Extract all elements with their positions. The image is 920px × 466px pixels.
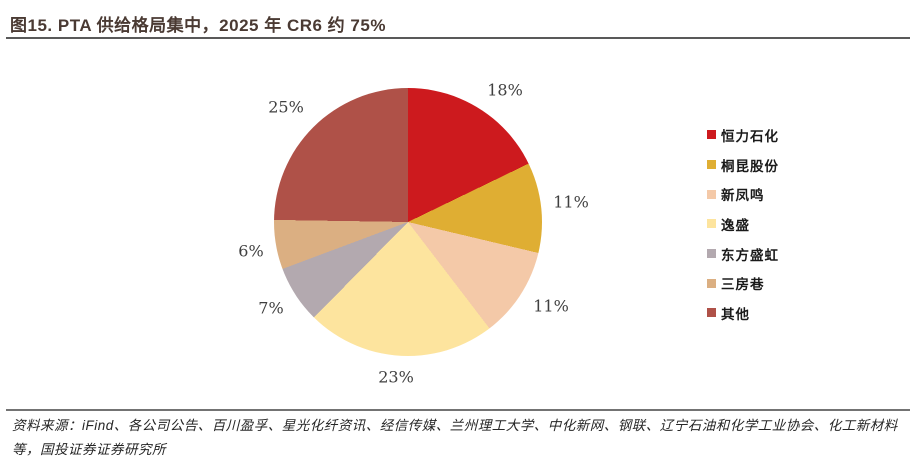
legend-swatch-icon (707, 249, 716, 259)
legend-label: 其他 (721, 306, 750, 322)
legend-item-dongfangshenghong: 东方盛虹 (707, 239, 779, 269)
legend: 恒力石化 桐昆股份 新凤鸣 逸盛 东方盛虹 三房巷 其他 (707, 120, 779, 328)
pie-label-tongkun: 11% (553, 192, 589, 212)
legend-item-tongkun: 桐昆股份 (707, 150, 779, 180)
legend-label: 逸盛 (721, 217, 750, 233)
legend-swatch-icon (707, 219, 716, 229)
legend-label: 新凤鸣 (721, 188, 765, 204)
legend-label: 桐昆股份 (721, 158, 779, 174)
legend-label: 东方盛虹 (721, 247, 779, 263)
pie-chart (274, 88, 542, 356)
legend-item-sanfangxiang: 三房巷 (707, 268, 779, 298)
pie-label-xinfengming: 11% (533, 296, 569, 316)
legend-item-qita: 其他 (707, 298, 779, 328)
legend-label: 恒力石化 (721, 128, 779, 144)
pie-label-sanfangxiang: 6% (238, 241, 264, 261)
legend-item-hengli: 恒力石化 (707, 120, 779, 150)
title-divider (6, 37, 910, 39)
legend-swatch-icon (707, 278, 716, 288)
legend-item-yisheng: 逸盛 (707, 209, 779, 239)
legend-item-xinfengming: 新凤鸣 (707, 179, 779, 209)
source-note: 资料来源：iFind、各公司公告、百川盈孚、星光化纤资讯、经信传媒、兰州理工大学… (12, 418, 898, 457)
footer-divider (6, 409, 910, 411)
pie-label-hengli: 18% (487, 80, 523, 100)
legend-swatch-icon (707, 189, 716, 199)
legend-swatch-icon (707, 308, 716, 318)
figure-title: 图15. PTA 供给格局集中，2025 年 CR6 约 75% (10, 16, 386, 35)
legend-swatch-icon (707, 130, 716, 140)
pie-label-dongfangshenghong: 7% (258, 298, 284, 318)
legend-label: 三房巷 (721, 277, 765, 293)
legend-swatch-icon (707, 160, 716, 170)
pie-label-yisheng: 23% (378, 367, 414, 387)
pie-label-qita: 25% (268, 97, 304, 117)
